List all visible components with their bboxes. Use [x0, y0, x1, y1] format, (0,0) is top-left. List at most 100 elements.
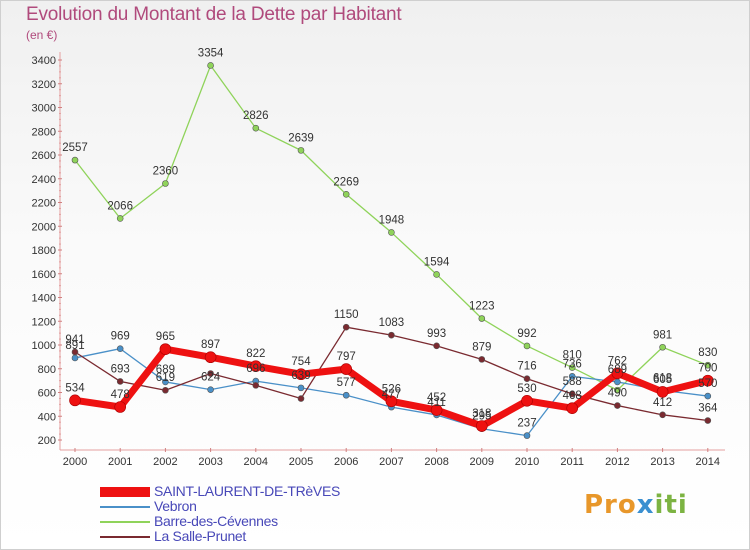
data-point-0-6: [340, 363, 353, 375]
chart-title: Evolution du Montant de la Dette par Hab…: [26, 4, 402, 25]
chart-unit-label: (en €): [26, 28, 58, 42]
legend-swatch-saint-laurent: [100, 487, 150, 497]
data-point-2-8: [433, 271, 440, 278]
data-label-3-9: 879: [472, 341, 491, 353]
x-tick-label: 2008: [424, 456, 448, 468]
x-tick-label: 2001: [108, 456, 132, 468]
data-label-1-4: 696: [246, 363, 265, 375]
data-label-3-1: 693: [111, 363, 130, 375]
data-label-2-14: 830: [698, 347, 717, 359]
data-point-2-6: [342, 191, 350, 198]
x-tick-label: 2004: [244, 456, 268, 468]
data-point-3-8: [433, 342, 440, 350]
data-point-0-9: [475, 420, 488, 432]
data-label-3-12: 490: [608, 388, 627, 400]
data-point-0-14: [701, 374, 714, 387]
y-tick-label: 2800: [32, 126, 56, 138]
data-point-2-7: [388, 229, 395, 236]
data-point-0-8: [430, 404, 443, 416]
data-label-3-11: 588: [563, 376, 582, 388]
legend-label-saint-laurent: SAINT-LAURENT-DE-TRèVES: [154, 483, 341, 499]
data-point-0-4: [250, 360, 262, 372]
data-point-2-4: [252, 124, 260, 132]
data-label-0-12: 762: [608, 355, 627, 367]
data-point-2-9: [478, 315, 486, 322]
data-label-1-0: 891: [65, 340, 84, 352]
data-label-2-3: 3354: [198, 47, 224, 59]
data-label-1-1: 969: [111, 331, 130, 343]
data-label-0-11: 468: [563, 390, 582, 402]
y-tick-label: 2200: [32, 198, 56, 210]
data-point-3-2: [162, 386, 169, 394]
data-label-3-10: 716: [517, 361, 536, 373]
data-label-2-4: 2826: [243, 110, 269, 122]
data-point-0-11: [566, 402, 579, 414]
data-point-1-2: [162, 378, 169, 386]
data-point-1-14: [704, 392, 712, 400]
data-label-1-14: 570: [698, 378, 717, 390]
data-point-2-2: [162, 180, 169, 187]
y-tick-label: 3000: [32, 103, 56, 115]
data-point-0-2: [159, 343, 172, 355]
data-point-2-13: [659, 343, 666, 351]
data-point-3-13: [659, 411, 666, 419]
x-tick-label: 2010: [515, 456, 539, 468]
data-point-3-3: [207, 370, 214, 377]
data-label-2-13: 981: [653, 329, 672, 341]
data-label-2-1: 2066: [107, 200, 133, 212]
data-point-1-11: [568, 373, 576, 380]
x-tick-label: 2006: [334, 456, 358, 468]
data-point-2-10: [523, 342, 531, 350]
y-tick-label: 2600: [32, 150, 56, 162]
data-label-1-10: 237: [517, 418, 536, 430]
data-label-0-6: 797: [337, 351, 356, 363]
data-label-2-10: 992: [517, 328, 536, 340]
data-point-0-3: [204, 351, 217, 364]
data-label-3-6: 1150: [334, 309, 359, 321]
data-label-0-13: 605: [653, 374, 672, 386]
legend-label-vebron: Vebron: [154, 498, 197, 514]
data-point-3-11: [568, 390, 576, 398]
data-point-1-3: [207, 386, 214, 393]
data-label-2-7: 1948: [379, 214, 405, 226]
data-point-2-14: [704, 361, 712, 369]
data-label-1-12: 689: [608, 364, 627, 376]
data-point-3-7: [388, 331, 395, 339]
data-point-1-10: [523, 432, 531, 439]
x-tick-label: 2012: [605, 456, 629, 468]
data-label-2-2: 2360: [153, 166, 179, 178]
x-tick-label: 2014: [696, 456, 720, 468]
data-label-0-14: 700: [698, 363, 717, 375]
y-tick-label: 2400: [32, 174, 56, 186]
data-label-0-5: 754: [291, 356, 311, 368]
data-point-0-13: [656, 386, 669, 398]
x-tick-label: 2003: [198, 456, 222, 468]
data-label-3-8: 993: [427, 328, 446, 340]
data-label-1-6: 577: [337, 377, 356, 389]
x-tick-label: 2013: [650, 456, 674, 468]
y-tick-label: 1200: [32, 316, 56, 328]
data-label-1-5: 639: [291, 370, 310, 382]
y-tick-label: 1400: [32, 293, 56, 305]
y-tick-label: 400: [38, 411, 56, 423]
data-label-3-14: 364: [698, 403, 718, 415]
data-point-3-4: [252, 382, 260, 389]
data-point-2-5: [297, 147, 305, 154]
data-point-0-7: [385, 395, 398, 408]
legend-swatch-la-salle: [100, 536, 150, 538]
data-point-0-1: [114, 401, 126, 413]
y-tick-label: 1600: [32, 269, 56, 281]
y-tick-label: 200: [38, 435, 56, 447]
y-tick-label: 3200: [32, 79, 56, 91]
data-point-3-1: [116, 378, 124, 385]
data-label-0-10: 530: [517, 383, 536, 395]
legend-label-barre: Barre-des-Cévennes: [154, 513, 278, 529]
data-label-0-1: 478: [111, 389, 130, 401]
data-label-1-11: 736: [563, 358, 582, 370]
data-point-3-5: [297, 395, 305, 402]
data-label-3-0: 941: [65, 334, 84, 346]
data-point-3-9: [478, 356, 486, 363]
legend-swatch-barre: [100, 521, 150, 523]
